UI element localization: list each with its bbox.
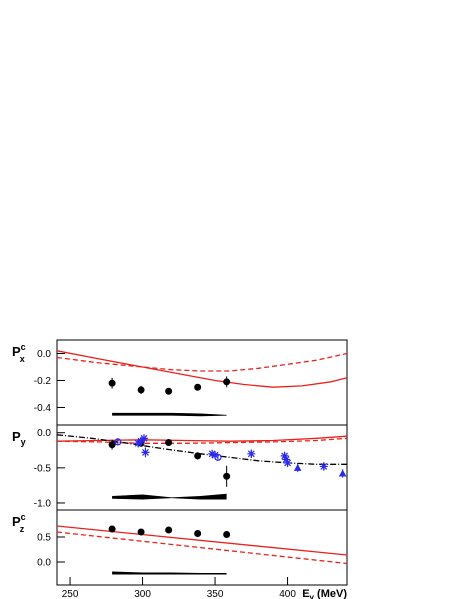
systematic-band [112, 571, 227, 575]
y-label-sub: y [21, 437, 26, 447]
data-point [223, 472, 231, 480]
y-label-main: P [12, 429, 21, 444]
y-tick-label: 0.0 [37, 349, 51, 360]
data-point [283, 458, 292, 467]
y-tick-label: -0.5 [34, 463, 52, 474]
data-point [108, 379, 116, 387]
y-label-main: P [12, 514, 21, 529]
panel-frame [56, 509, 348, 586]
x-label-main: E [302, 588, 309, 599]
curve [56, 350, 348, 388]
curve [56, 525, 348, 556]
y-label-main: P [12, 344, 21, 359]
data-point [137, 386, 145, 394]
data-point [247, 449, 256, 458]
data-point [108, 441, 116, 449]
data-point [165, 387, 173, 395]
curve [56, 437, 348, 444]
x-tick-label: 400 [279, 589, 296, 599]
curve [56, 352, 348, 372]
x-tick-label: 250 [62, 589, 79, 599]
data-point [208, 449, 217, 458]
x-axis-label: Eγ (MeV) [302, 588, 347, 599]
y-axis-label: Pc x [12, 342, 26, 364]
y-tick-label: 0.0 [37, 428, 51, 439]
x-label-sub: γ [310, 593, 315, 599]
x-tick-label: 300 [134, 589, 151, 599]
y-axis-label: Pc z [12, 512, 26, 534]
data-point [165, 439, 173, 447]
x-label-rest: (MeV) [314, 588, 347, 599]
x-tick-label: 350 [207, 589, 224, 599]
curve [56, 435, 348, 442]
y-tick-label: 0.0 [37, 558, 51, 569]
y-tick-label: -0.4 [34, 403, 52, 414]
systematic-band [112, 493, 227, 500]
panel-frame [56, 339, 348, 426]
data-point [194, 452, 202, 460]
data-point [319, 462, 328, 471]
data-point [141, 448, 150, 457]
data-point [194, 530, 202, 537]
data-point [223, 531, 231, 538]
curve [56, 531, 348, 565]
y-tick-label: -0.2 [34, 376, 52, 387]
data-point [338, 469, 347, 477]
data-point [108, 525, 116, 533]
data-point [280, 451, 289, 460]
y-label-sub: z [20, 524, 25, 534]
y-label-sup: c [21, 512, 26, 522]
systematic-band [112, 412, 227, 417]
y-label-sub: x [20, 354, 25, 364]
data-point [137, 528, 145, 536]
data-point [194, 383, 202, 391]
y-tick-label: -1.0 [34, 498, 52, 509]
data-point [114, 438, 122, 446]
data-point [140, 434, 148, 443]
y-label-sup: c [21, 342, 26, 352]
y-axis-label: Py [12, 429, 26, 447]
y-tick-label: 0.5 [37, 533, 51, 544]
data-point [165, 526, 173, 534]
data-point [293, 463, 302, 471]
data-point [282, 455, 291, 464]
data-point [214, 453, 222, 461]
data-point [223, 378, 231, 386]
